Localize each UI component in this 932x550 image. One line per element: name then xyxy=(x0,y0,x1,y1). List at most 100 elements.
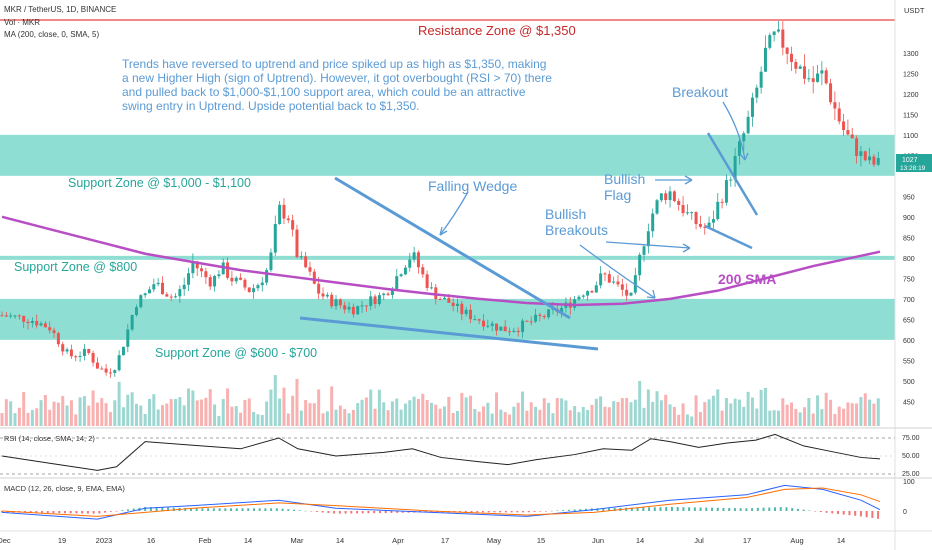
zones-layer xyxy=(0,134,895,340)
candle-body xyxy=(234,277,238,282)
macd-histogram-bar xyxy=(842,511,845,515)
macd-histogram-bar xyxy=(871,511,874,519)
volume-bar xyxy=(555,397,559,426)
volume-bar xyxy=(855,403,859,426)
macd-histogram-bar xyxy=(814,511,817,512)
candle-body xyxy=(455,303,459,307)
macd-histogram-bar xyxy=(115,511,118,512)
volume-bar xyxy=(260,414,264,426)
volume-bar xyxy=(798,412,802,426)
volume-bar xyxy=(803,407,807,426)
volume-bar xyxy=(373,408,377,426)
time-axis-label: 17 xyxy=(441,536,449,545)
candle-body xyxy=(182,284,186,290)
rsi-tick: 50.00 xyxy=(902,453,920,460)
current-price-time: 13:28:19 xyxy=(900,165,926,172)
macd-histogram-bar xyxy=(287,509,290,511)
volume-bar xyxy=(737,399,741,426)
volume-bar xyxy=(395,398,399,426)
volume-bar xyxy=(664,394,668,426)
candle-body xyxy=(382,293,386,296)
volume-bar xyxy=(716,389,720,426)
volume-bar xyxy=(113,400,117,426)
price-tick-label: 600 xyxy=(903,338,915,345)
candle-body xyxy=(312,271,316,284)
macd-histogram-bar xyxy=(796,508,799,511)
volume-bar xyxy=(334,409,338,426)
candle-body xyxy=(668,191,672,201)
volume-bar xyxy=(282,387,286,426)
macd-histogram-bar xyxy=(544,511,547,512)
volume-bar xyxy=(69,400,73,426)
candle-body xyxy=(772,31,776,36)
macd-histogram-bar xyxy=(768,507,771,511)
volume-bar xyxy=(772,410,776,426)
macd-histogram-bar xyxy=(161,507,164,511)
volume-bar xyxy=(707,399,711,426)
candle-body xyxy=(473,319,477,321)
candle-body xyxy=(447,297,451,303)
volume-bar xyxy=(317,389,321,426)
candle-body xyxy=(737,141,741,156)
time-axis: Dec 19 2023 16 Feb 14 Mar 14 Apr 17 May 15 Jun 14 Jul 1… xyxy=(0,536,845,545)
volume-bar xyxy=(182,405,186,426)
macd-histogram-bar xyxy=(539,511,542,512)
candle-body xyxy=(863,151,867,161)
candle-body xyxy=(855,138,859,157)
commentary-line: and pulled back to $1,000-$1,100 support… xyxy=(122,85,526,99)
candle-body xyxy=(560,307,564,313)
price-ticks: 1300125012001150110010509509008508007507… xyxy=(903,51,919,407)
macd-histogram-bar xyxy=(281,508,284,511)
volume-bar xyxy=(768,410,772,426)
candle-body xyxy=(395,276,399,289)
macd-histogram-bar xyxy=(247,508,250,511)
candle-body xyxy=(516,330,520,333)
candle-body xyxy=(273,224,277,253)
macd-histogram-bar xyxy=(41,511,44,513)
candle-body xyxy=(633,275,637,293)
price-tick-label: 550 xyxy=(903,358,915,365)
macd-histogram-bar xyxy=(819,511,822,513)
candle-body xyxy=(174,296,178,298)
volume-bar xyxy=(421,393,425,426)
volume-bar xyxy=(659,400,663,426)
macd-histogram-bar xyxy=(762,507,765,511)
volume-bar xyxy=(495,392,499,426)
volume-bar xyxy=(369,389,373,426)
candle-body xyxy=(0,315,4,317)
volume-bar xyxy=(568,410,572,426)
macd-histogram-bar xyxy=(854,511,857,516)
time-axis-label: May xyxy=(487,536,501,545)
currency-label: USDT xyxy=(904,6,925,15)
volume-bar xyxy=(169,399,173,426)
candle-body xyxy=(61,344,65,352)
volume-bar xyxy=(91,390,95,426)
volume-bar xyxy=(234,406,238,426)
volume-bar xyxy=(468,395,472,426)
macd-histogram-bar xyxy=(350,511,353,514)
macd-histogram-bar xyxy=(785,507,788,511)
candle-body xyxy=(321,293,325,297)
candle-body xyxy=(508,331,512,333)
candle-body xyxy=(646,231,650,247)
candle-body xyxy=(842,121,846,131)
candle-body xyxy=(534,314,538,322)
candle-body xyxy=(790,53,794,63)
macd-histogram-bar xyxy=(52,511,55,514)
macd-histogram-bar xyxy=(877,511,880,519)
volume-bar xyxy=(325,411,329,426)
candle-body xyxy=(343,305,347,310)
macd-histogram-bar xyxy=(642,507,645,511)
volume-bar xyxy=(646,389,650,426)
volume-bar xyxy=(56,402,60,426)
candle-body xyxy=(499,326,503,331)
macd-histogram-bar xyxy=(573,509,576,511)
volume-bar xyxy=(516,402,520,426)
volume-bar xyxy=(599,396,603,426)
macd-histogram-bar xyxy=(184,508,187,511)
macd-histogram-bar xyxy=(739,508,742,511)
macd-histogram-bar xyxy=(304,510,307,512)
bullish-flag-label: Bullish xyxy=(604,171,645,187)
volume-bar xyxy=(755,408,759,426)
